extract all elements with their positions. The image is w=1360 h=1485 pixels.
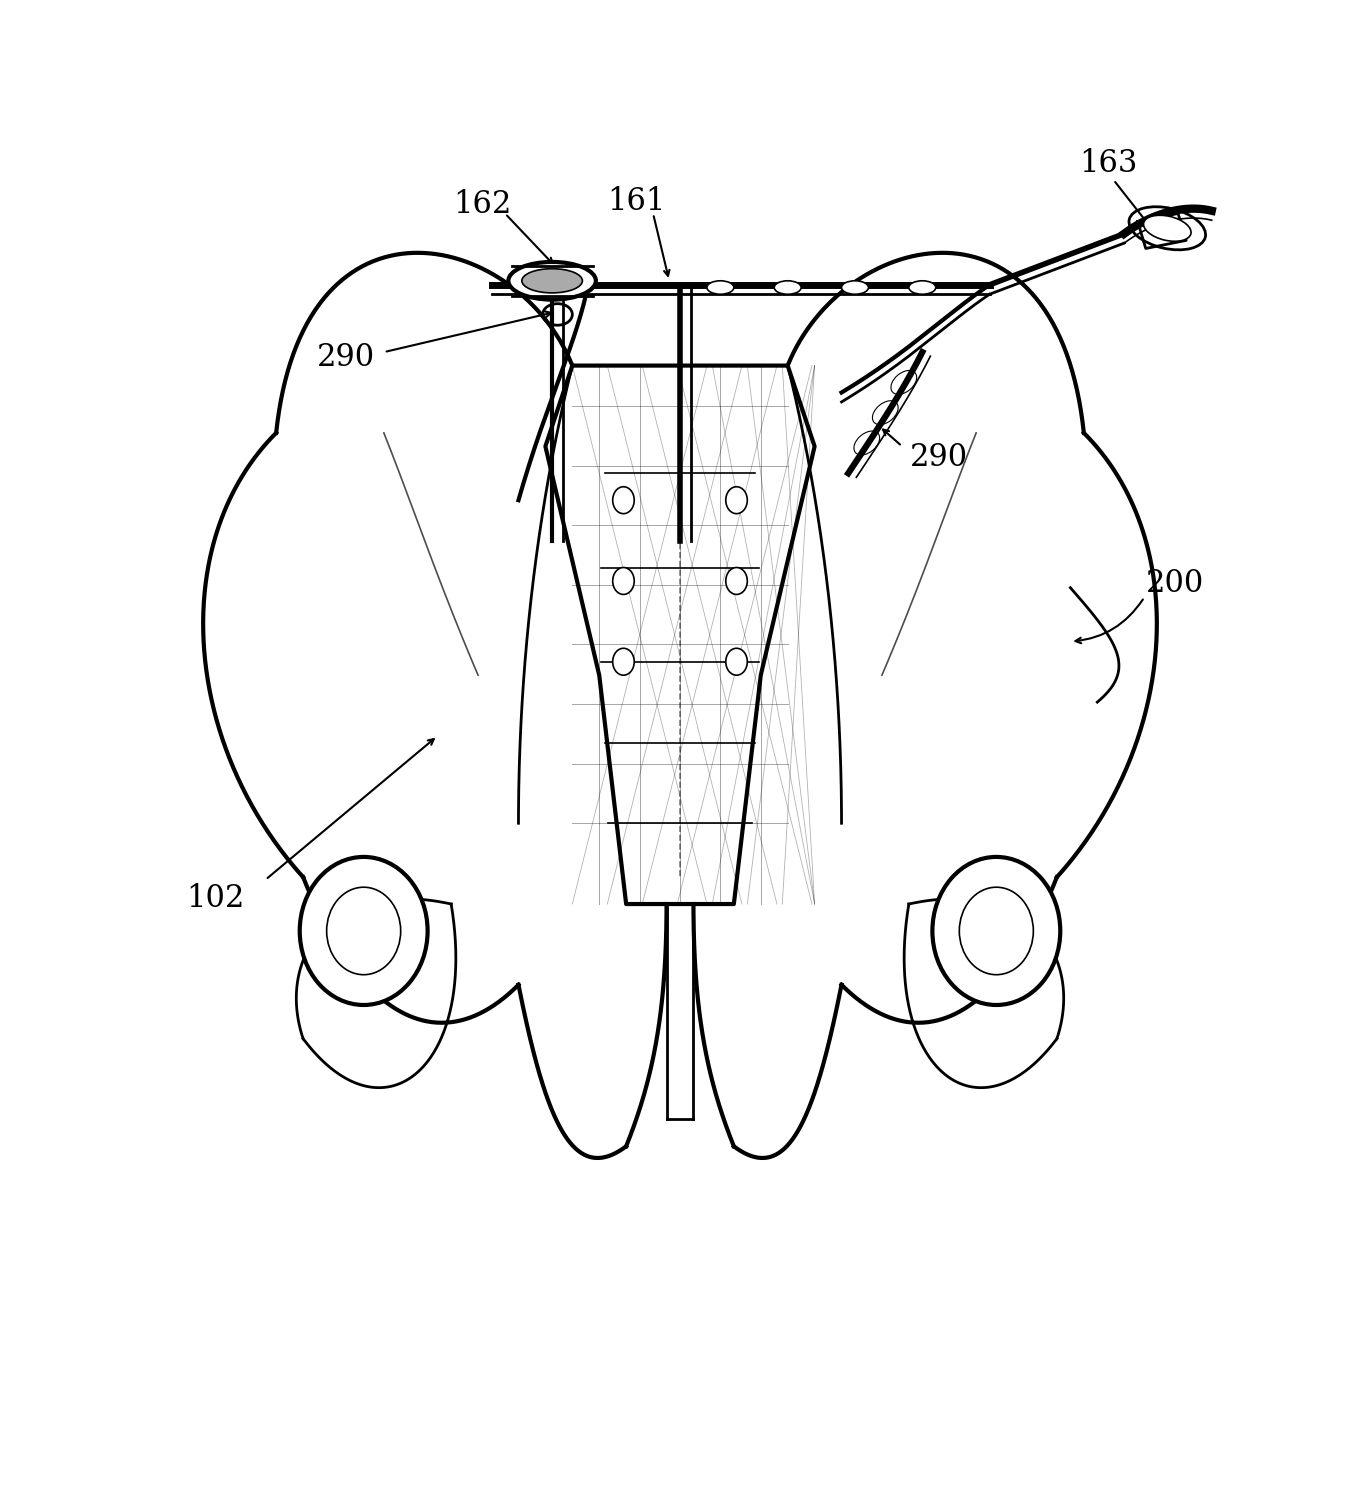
Ellipse shape — [613, 649, 634, 676]
Ellipse shape — [908, 281, 936, 294]
Ellipse shape — [774, 281, 801, 294]
Text: 161: 161 — [608, 186, 666, 217]
Ellipse shape — [1144, 215, 1191, 241]
Text: 290: 290 — [317, 342, 375, 373]
Ellipse shape — [726, 567, 747, 594]
Text: 290: 290 — [910, 441, 967, 472]
Text: 162: 162 — [453, 189, 511, 220]
Ellipse shape — [613, 487, 634, 514]
Ellipse shape — [613, 567, 634, 594]
Ellipse shape — [726, 649, 747, 676]
Text: 102: 102 — [186, 884, 245, 915]
Ellipse shape — [707, 281, 734, 294]
Ellipse shape — [726, 487, 747, 514]
Ellipse shape — [299, 857, 427, 1005]
Text: 163: 163 — [1078, 148, 1137, 180]
Ellipse shape — [522, 269, 582, 293]
Ellipse shape — [842, 281, 869, 294]
Ellipse shape — [509, 261, 596, 300]
Ellipse shape — [933, 857, 1061, 1005]
Text: 200: 200 — [1146, 569, 1205, 598]
